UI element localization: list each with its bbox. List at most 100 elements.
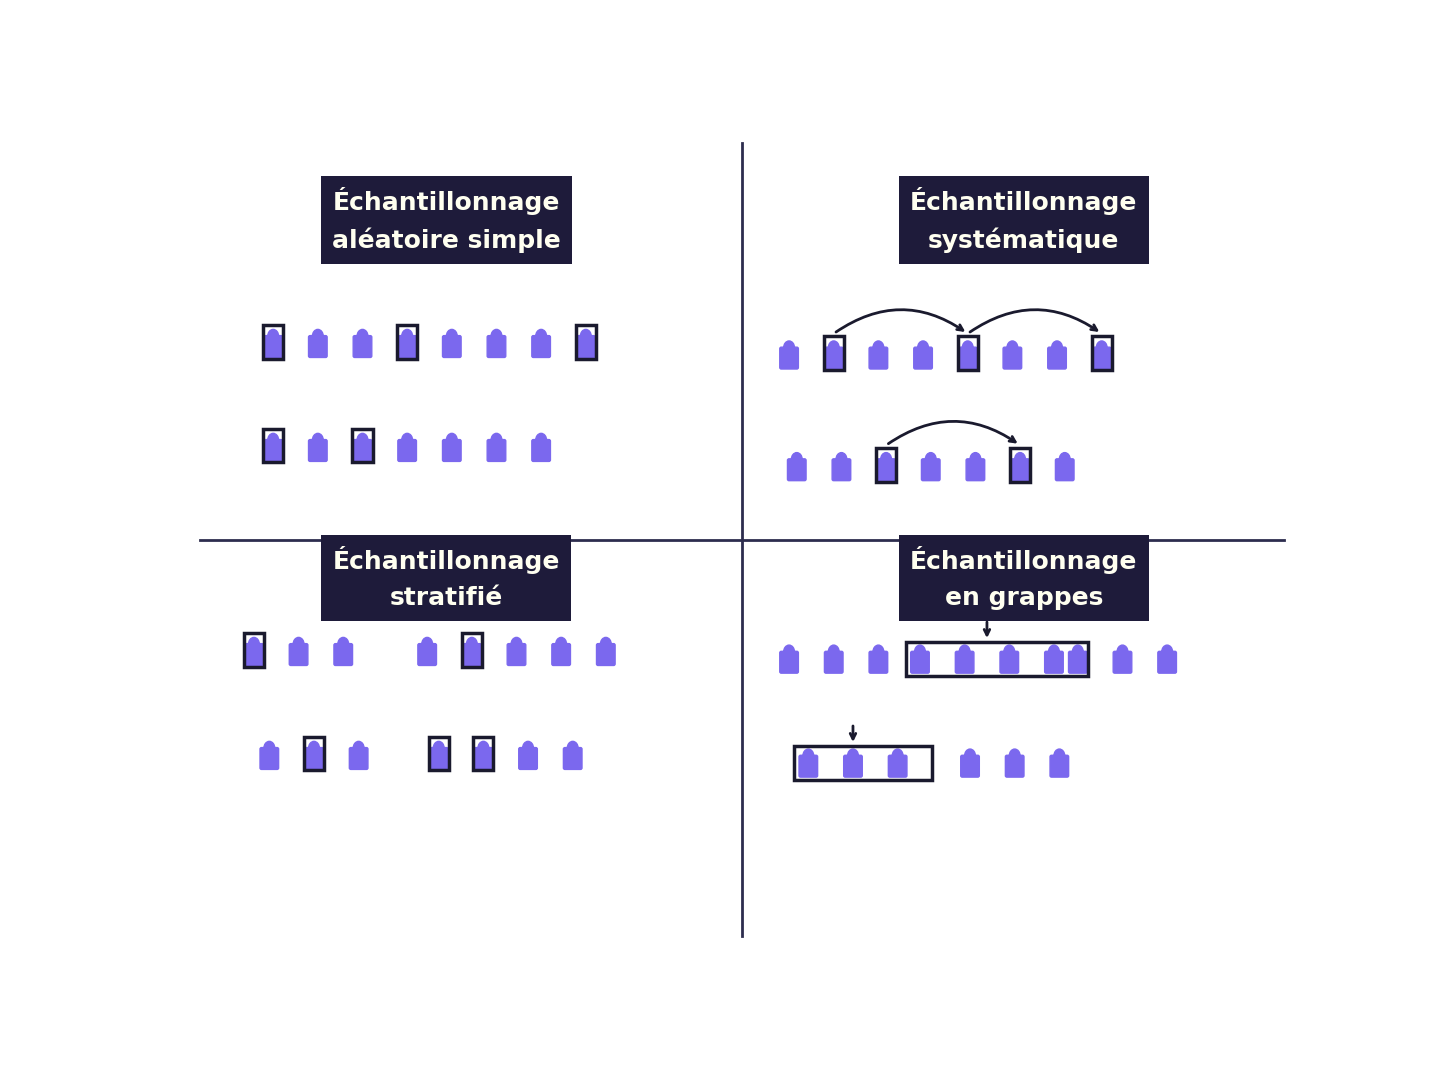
Ellipse shape bbox=[970, 452, 980, 467]
Ellipse shape bbox=[478, 742, 489, 756]
Ellipse shape bbox=[1003, 645, 1015, 660]
Ellipse shape bbox=[466, 637, 478, 652]
Ellipse shape bbox=[401, 433, 413, 448]
FancyBboxPatch shape bbox=[911, 651, 930, 673]
FancyBboxPatch shape bbox=[877, 459, 895, 481]
FancyBboxPatch shape bbox=[531, 336, 550, 357]
Bar bbox=[429, 737, 449, 771]
FancyBboxPatch shape bbox=[780, 347, 798, 369]
FancyBboxPatch shape bbox=[960, 756, 979, 777]
FancyBboxPatch shape bbox=[959, 347, 977, 369]
Ellipse shape bbox=[783, 645, 795, 660]
Text: Échantillonnage
systématique: Échantillonnage systématique bbox=[911, 187, 1138, 252]
Ellipse shape bbox=[556, 637, 566, 652]
FancyBboxPatch shape bbox=[443, 336, 460, 357]
Text: Échantillonnage
aléatoire simple: Échantillonnage aléatoire simple bbox=[332, 187, 560, 252]
Ellipse shape bbox=[873, 645, 883, 660]
Ellipse shape bbox=[264, 742, 275, 756]
Bar bbox=[1011, 448, 1030, 482]
Ellipse shape bbox=[925, 452, 937, 467]
Bar bbox=[243, 633, 264, 666]
FancyBboxPatch shape bbox=[398, 439, 417, 462]
FancyBboxPatch shape bbox=[353, 336, 372, 357]
Ellipse shape bbox=[491, 433, 502, 448]
Ellipse shape bbox=[1096, 341, 1108, 355]
Ellipse shape bbox=[433, 742, 445, 756]
Ellipse shape bbox=[918, 341, 928, 355]
FancyBboxPatch shape bbox=[1050, 756, 1069, 777]
Bar bbox=[397, 325, 417, 358]
FancyBboxPatch shape bbox=[576, 336, 595, 357]
FancyBboxPatch shape bbox=[824, 347, 843, 369]
Ellipse shape bbox=[828, 645, 840, 660]
FancyBboxPatch shape bbox=[869, 651, 888, 673]
Ellipse shape bbox=[446, 433, 458, 448]
Ellipse shape bbox=[313, 433, 323, 448]
FancyBboxPatch shape bbox=[531, 439, 550, 462]
FancyBboxPatch shape bbox=[398, 336, 417, 357]
Ellipse shape bbox=[353, 742, 363, 756]
Ellipse shape bbox=[873, 341, 883, 355]
Bar bbox=[824, 336, 844, 370]
FancyBboxPatch shape bbox=[844, 756, 862, 777]
FancyBboxPatch shape bbox=[1056, 459, 1074, 481]
Ellipse shape bbox=[847, 749, 859, 763]
Ellipse shape bbox=[581, 329, 591, 343]
FancyBboxPatch shape bbox=[824, 651, 843, 673]
FancyBboxPatch shape bbox=[552, 644, 571, 666]
Ellipse shape bbox=[308, 742, 320, 756]
FancyBboxPatch shape bbox=[334, 644, 352, 666]
FancyBboxPatch shape bbox=[1001, 651, 1018, 673]
Ellipse shape bbox=[828, 341, 840, 355]
Text: Échantillonnage
stratifié: Échantillonnage stratifié bbox=[333, 546, 560, 609]
FancyBboxPatch shape bbox=[518, 747, 537, 770]
FancyBboxPatch shape bbox=[966, 459, 985, 481]
Ellipse shape bbox=[1048, 645, 1060, 660]
Ellipse shape bbox=[791, 452, 802, 467]
Ellipse shape bbox=[337, 637, 349, 652]
Bar bbox=[576, 325, 595, 358]
Ellipse shape bbox=[915, 645, 925, 660]
Ellipse shape bbox=[313, 329, 323, 343]
Ellipse shape bbox=[446, 329, 458, 343]
Ellipse shape bbox=[268, 433, 278, 448]
Ellipse shape bbox=[601, 637, 611, 652]
FancyBboxPatch shape bbox=[1011, 459, 1030, 481]
FancyBboxPatch shape bbox=[799, 756, 818, 777]
Ellipse shape bbox=[835, 452, 847, 467]
Ellipse shape bbox=[964, 749, 976, 763]
Ellipse shape bbox=[880, 452, 892, 467]
FancyBboxPatch shape bbox=[418, 644, 436, 666]
FancyBboxPatch shape bbox=[1092, 347, 1111, 369]
FancyBboxPatch shape bbox=[1048, 347, 1066, 369]
Bar bbox=[352, 429, 372, 463]
Ellipse shape bbox=[802, 749, 814, 763]
Ellipse shape bbox=[1116, 645, 1128, 660]
Ellipse shape bbox=[249, 637, 259, 652]
FancyBboxPatch shape bbox=[261, 747, 278, 770]
FancyBboxPatch shape bbox=[245, 644, 264, 666]
FancyBboxPatch shape bbox=[264, 439, 282, 462]
FancyBboxPatch shape bbox=[921, 459, 940, 481]
Bar bbox=[462, 633, 482, 666]
Ellipse shape bbox=[1051, 341, 1063, 355]
FancyBboxPatch shape bbox=[487, 439, 505, 462]
FancyBboxPatch shape bbox=[308, 439, 327, 462]
FancyBboxPatch shape bbox=[507, 644, 526, 666]
Ellipse shape bbox=[1015, 452, 1025, 467]
Bar bbox=[264, 325, 284, 358]
Ellipse shape bbox=[568, 742, 578, 756]
Ellipse shape bbox=[892, 749, 904, 763]
Ellipse shape bbox=[511, 637, 521, 652]
Ellipse shape bbox=[523, 742, 533, 756]
FancyBboxPatch shape bbox=[349, 747, 368, 770]
Ellipse shape bbox=[292, 637, 304, 652]
Ellipse shape bbox=[536, 329, 547, 343]
Ellipse shape bbox=[963, 341, 973, 355]
Ellipse shape bbox=[268, 329, 278, 343]
FancyBboxPatch shape bbox=[430, 747, 447, 770]
FancyBboxPatch shape bbox=[462, 644, 481, 666]
Ellipse shape bbox=[358, 329, 368, 343]
Bar bbox=[957, 336, 977, 370]
FancyBboxPatch shape bbox=[487, 336, 505, 357]
